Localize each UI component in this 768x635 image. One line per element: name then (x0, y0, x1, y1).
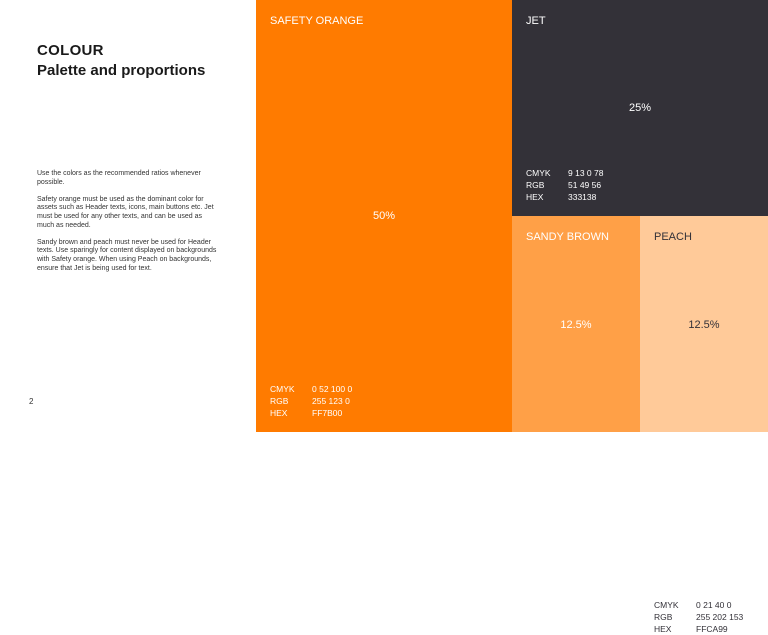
cmyk-label: CMYK (526, 168, 551, 178)
cmyk-row: CMYK 0 37 72 0 (526, 599, 611, 611)
rgb-value: 255 123 0 (312, 396, 350, 406)
cmyk-row: CMYK 0 21 40 0 (654, 599, 743, 611)
hex-row: HEX FF7B00 (270, 407, 352, 419)
hex-label: HEX (526, 192, 544, 202)
paragraph-orange-usage: Safety orange must be used as the domina… (37, 195, 214, 229)
swatch-percent: 50% (372, 210, 396, 222)
cmyk-value: 0 52 100 0 (312, 384, 353, 394)
hex-row: HEX 333138 (526, 191, 603, 203)
hex-value: 333138 (568, 192, 597, 202)
cmyk-label: CMYK (654, 600, 679, 610)
color-codes: CMYK 0 52 100 0 RGB 255 123 0 HEX FF7B00 (270, 383, 352, 419)
cmyk-label: CMYK (270, 384, 295, 394)
color-codes: CMYK 0 37 72 0 RGB 255 160 71 HEX FFA047 (526, 599, 611, 635)
hex-label: HEX (654, 624, 672, 634)
hex-label: HEX (526, 624, 544, 634)
hex-value: FF7B00 (312, 408, 343, 418)
swatch-jet: JET 25% CMYK 9 13 0 78 RGB 51 49 56 HEX … (512, 0, 768, 216)
swatch-name: SANDY BROWN (526, 231, 609, 243)
hex-label: HEX (270, 408, 288, 418)
hex-row: HEX FFCA99 (654, 623, 743, 635)
cmyk-row: CMYK 9 13 0 78 (526, 167, 603, 179)
page-subtitle: Palette and proportions (37, 62, 206, 79)
rgb-value: 255 160 71 (568, 612, 611, 622)
rgb-label: RGB (654, 612, 673, 622)
cmyk-value: 0 21 40 0 (696, 600, 732, 610)
paragraph-ratios: Use the colors as the recommended ratios… (37, 170, 201, 186)
rgb-row: RGB 255 123 0 (270, 395, 352, 407)
swatch-peach: PEACH 12.5% CMYK 0 21 40 0 RGB 255 202 1… (640, 216, 768, 634)
swatch-name: PEACH (654, 231, 692, 243)
cmyk-value: 0 37 72 0 (568, 600, 604, 610)
rgb-label: RGB (270, 396, 289, 406)
swatch-name: JET (526, 15, 546, 27)
swatch-sandy-brown: SANDY BROWN 12.5% CMYK 0 37 72 0 RGB 255… (512, 216, 640, 634)
swatch-safety-orange: SAFETY ORANGE 50% CMYK 0 52 100 0 RGB 25… (256, 0, 512, 432)
color-codes: CMYK 9 13 0 78 RGB 51 49 56 HEX 333138 (526, 167, 603, 203)
swatch-percent: 12.5% (560, 319, 592, 331)
rgb-row: RGB 255 202 153 (654, 611, 743, 623)
swatch-percent: 12.5% (688, 319, 720, 331)
cmyk-row: CMYK 0 52 100 0 (270, 383, 352, 395)
paragraph-accent-usage: Sandy brown and peach must never be used… (37, 238, 217, 272)
rgb-value: 51 49 56 (568, 180, 602, 190)
rgb-row: RGB 51 49 56 (526, 179, 603, 191)
swatch-name: SAFETY ORANGE (270, 15, 364, 27)
rgb-label: RGB (526, 180, 545, 190)
rgb-row: RGB 255 160 71 (526, 611, 611, 623)
hex-row: HEX FFA047 (526, 623, 611, 635)
rgb-label: RGB (526, 612, 545, 622)
cmyk-value: 9 13 0 78 (568, 168, 604, 178)
swatch-percent: 25% (628, 102, 652, 114)
color-codes: CMYK 0 21 40 0 RGB 255 202 153 HEX FFCA9… (654, 599, 743, 635)
description-text: Use the colors as the recommended ratios… (37, 170, 217, 282)
rgb-value: 255 202 153 (696, 612, 744, 622)
left-panel: COLOUR Palette and proportions Use the c… (0, 0, 256, 432)
page-title: COLOUR (37, 42, 104, 59)
hex-value: FFCA99 (696, 624, 728, 634)
hex-value: FFA047 (568, 624, 598, 634)
cmyk-label: CMYK (526, 600, 551, 610)
page-number: 2 (29, 397, 34, 406)
